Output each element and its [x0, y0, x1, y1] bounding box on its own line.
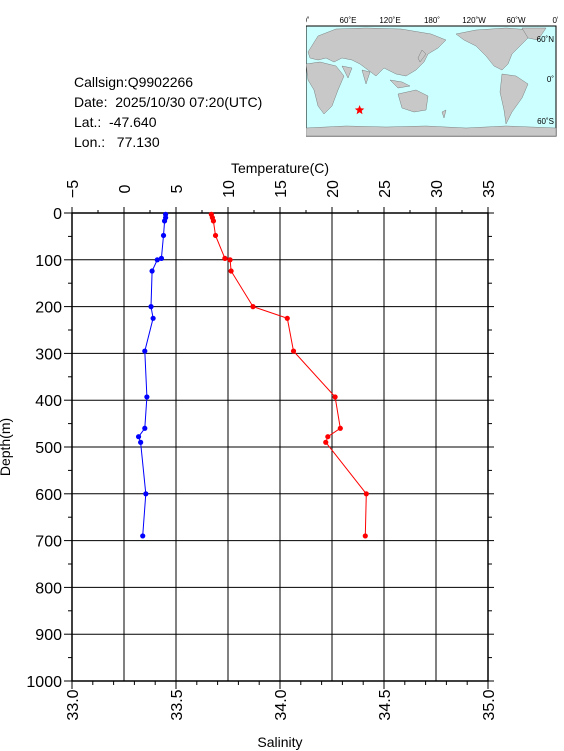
temperature-point: [227, 257, 233, 263]
salinity-point: [143, 491, 149, 497]
y-tick-label: 600: [35, 487, 62, 504]
temperature-point: [284, 315, 290, 321]
salinity-point: [148, 304, 154, 310]
map-longitude-labels: 0˚ 60˚E 120˚E 180˚ 120˚W 60˚W 0˚: [306, 16, 558, 25]
temperature-point: [250, 304, 256, 310]
top-tick-label: −5: [65, 180, 82, 198]
y-axis-title: Depth(m): [0, 418, 13, 476]
y-tick-label: 800: [35, 580, 62, 597]
top-tick-label: 0: [117, 184, 134, 193]
chart-ticks: [64, 207, 494, 689]
map-lon-label: 120˚E: [379, 16, 400, 25]
temperature-point: [290, 348, 297, 354]
map-lon-label: 120˚W: [462, 16, 486, 25]
temperature-point: [363, 491, 369, 497]
temperature-point: [210, 218, 217, 224]
bottom-tick-label: 33.5: [169, 689, 186, 720]
bottom-tick-label: 34.5: [377, 689, 394, 720]
temperature-point: [228, 268, 234, 274]
chart-series: [135, 211, 369, 539]
map-lon-label: 0˚: [552, 16, 558, 25]
plot-area: [71, 212, 489, 682]
date-text: Date: 2025/10/30 07:20(UTC): [74, 94, 263, 110]
latitude-text: Lat.: -47.640: [74, 114, 157, 130]
y-tick-label: 900: [35, 627, 62, 644]
salinity-point: [142, 425, 148, 431]
salinity-point: [140, 533, 146, 539]
temperature-point: [208, 211, 214, 218]
bottom-tick-label: 34.0: [273, 689, 290, 720]
longitude-text: Lon.: 77.130: [74, 134, 160, 150]
salinity-line: [138, 214, 167, 536]
top-tick-label: 20: [325, 180, 342, 198]
map-lat-label: 0˚: [547, 75, 554, 84]
salinity-point: [138, 439, 144, 445]
map-lat-label: 60˚N: [537, 35, 555, 44]
map-latitude-labels: 60˚N 0˚ 60˚S: [537, 35, 555, 126]
map-land: [306, 27, 557, 137]
salinity-point: [142, 348, 148, 354]
top-axis-title: Temperature(C): [231, 160, 329, 176]
y-tick-label: 1000: [26, 674, 62, 691]
location-map: 0˚ 60˚E 120˚E 180˚ 120˚W 60˚W 0˚ 60˚N 0˚ 60˚S: [306, 16, 558, 137]
temperature-point: [332, 394, 338, 400]
y-tick-label: 500: [35, 440, 62, 457]
bottom-tick-label: 33.0: [65, 689, 82, 720]
top-tick-label: 25: [377, 180, 394, 198]
salinity-point: [163, 215, 169, 221]
salinity-point: [135, 434, 142, 440]
temperature-point: [209, 215, 215, 221]
callsign-text: Callsign:Q9902266: [74, 74, 194, 90]
salinity-point: [163, 211, 169, 218]
salinity-point: [144, 394, 150, 400]
map-lon-label: 60˚W: [506, 16, 526, 25]
top-tick-label: 15: [273, 180, 290, 198]
bottom-axis-title: Salinity: [257, 734, 302, 750]
temperature-line: [210, 214, 367, 536]
map-lon-label: 0˚: [306, 16, 310, 25]
temperature-point: [337, 425, 343, 431]
salinity-point: [154, 257, 160, 263]
y-tick-label: 200: [35, 300, 62, 317]
y-tick-label: 700: [35, 534, 62, 551]
map-lon-label: 180˚: [424, 16, 440, 25]
top-tick-label: 35: [481, 180, 498, 198]
salinity-point: [161, 218, 168, 224]
salinity-point: [160, 232, 167, 239]
bottom-tick-label: 35.0: [481, 689, 498, 720]
map-lat-label: 60˚S: [537, 117, 554, 126]
float-info-panel: Callsign:Q9902266 Date: 2025/10/30 07:20…: [74, 72, 262, 152]
salinity-point: [149, 268, 155, 274]
top-tick-label: 10: [221, 180, 238, 198]
y-tick-label: 100: [35, 253, 62, 270]
y-tick-label: 400: [35, 393, 62, 410]
temperature-point: [222, 255, 228, 261]
y-tick-label: 0: [53, 206, 62, 223]
top-tick-label: 5: [169, 184, 186, 193]
temperature-point: [325, 434, 331, 440]
y-tick-label: 300: [35, 346, 62, 363]
float-marker-star: [354, 105, 365, 115]
temperature-point: [323, 439, 329, 445]
top-tick-label: 30: [429, 180, 446, 198]
temperature-point: [362, 533, 368, 539]
salinity-point: [150, 315, 156, 321]
chart-grid: [72, 213, 488, 681]
salinity-point: [158, 255, 165, 261]
float-location-star: [354, 105, 365, 115]
map-lon-label: 60˚E: [340, 16, 357, 25]
temperature-point: [212, 232, 219, 239]
